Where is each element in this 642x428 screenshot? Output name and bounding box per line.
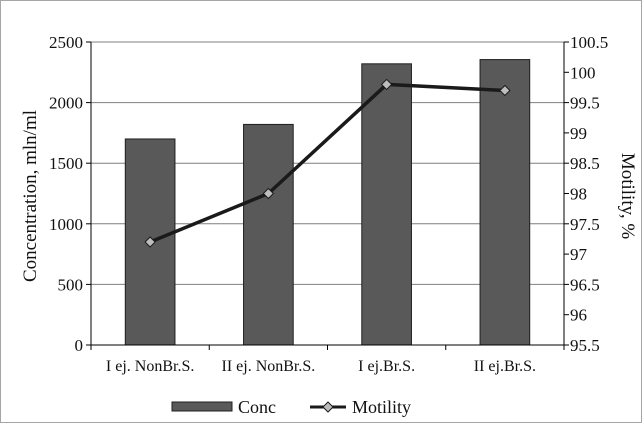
y-tick-label-right: 97 [570,245,588,264]
bar-conc [479,59,531,346]
motility-line [144,78,511,248]
x-tick-label: II ej. NonBr.S. [221,358,315,375]
point-motility [262,187,275,200]
y-tick-label-left: 1500 [49,154,83,173]
y-tick-label-right: 99.5 [570,94,600,113]
axes [86,41,569,350]
tick-labels: 0 500 1000 1500 2000 2500 95.5 96 96.5 97 97.5 98 98… [49,33,608,375]
y-tick-label-right: 95.5 [570,336,600,355]
y-axis-right-title: Motility, % [617,153,638,240]
bar-conc [243,123,294,346]
series-line-motility [149,82,505,244]
y-tick-label-left: 500 [58,275,84,294]
y-tick-label-right: 98 [570,185,587,204]
bars [124,59,531,346]
point-motility [144,236,156,248]
bar-conc [361,63,412,346]
x-tick-label: I ej. NonBr.S. [106,358,194,375]
legend-label-motility: Motility [352,397,411,417]
y-tick-label-right: 99 [570,124,587,143]
point-motility [380,78,393,91]
y-tick-label-right: 100 [570,63,596,82]
point-motility [499,84,511,97]
y-tick-label-right: 100.5 [570,33,608,52]
y-tick-label-right: 98.5 [570,154,600,173]
x-tick-label: I ej.Br.S. [358,358,415,375]
y-tick-label-right: 96.5 [570,275,600,294]
y-axis-left-title: Concentration, mln/ml [20,110,41,282]
y-tick-label-left: 2000 [49,94,83,113]
y-tick-label-right: 97.5 [570,215,600,234]
y-tick-label-left: 0 [75,336,84,355]
legend-swatch-conc [171,401,233,412]
y-tick-label-right: 96 [570,306,587,325]
y-tick-label-left: 2500 [49,33,83,52]
x-tick-label: II ej.Br.S. [474,358,536,375]
legend-swatch-motility-marker [322,401,334,413]
legend-label-conc: Conc [238,397,276,417]
y-tick-label-left: 1000 [49,215,83,234]
legend: Conc Motility [171,397,411,417]
